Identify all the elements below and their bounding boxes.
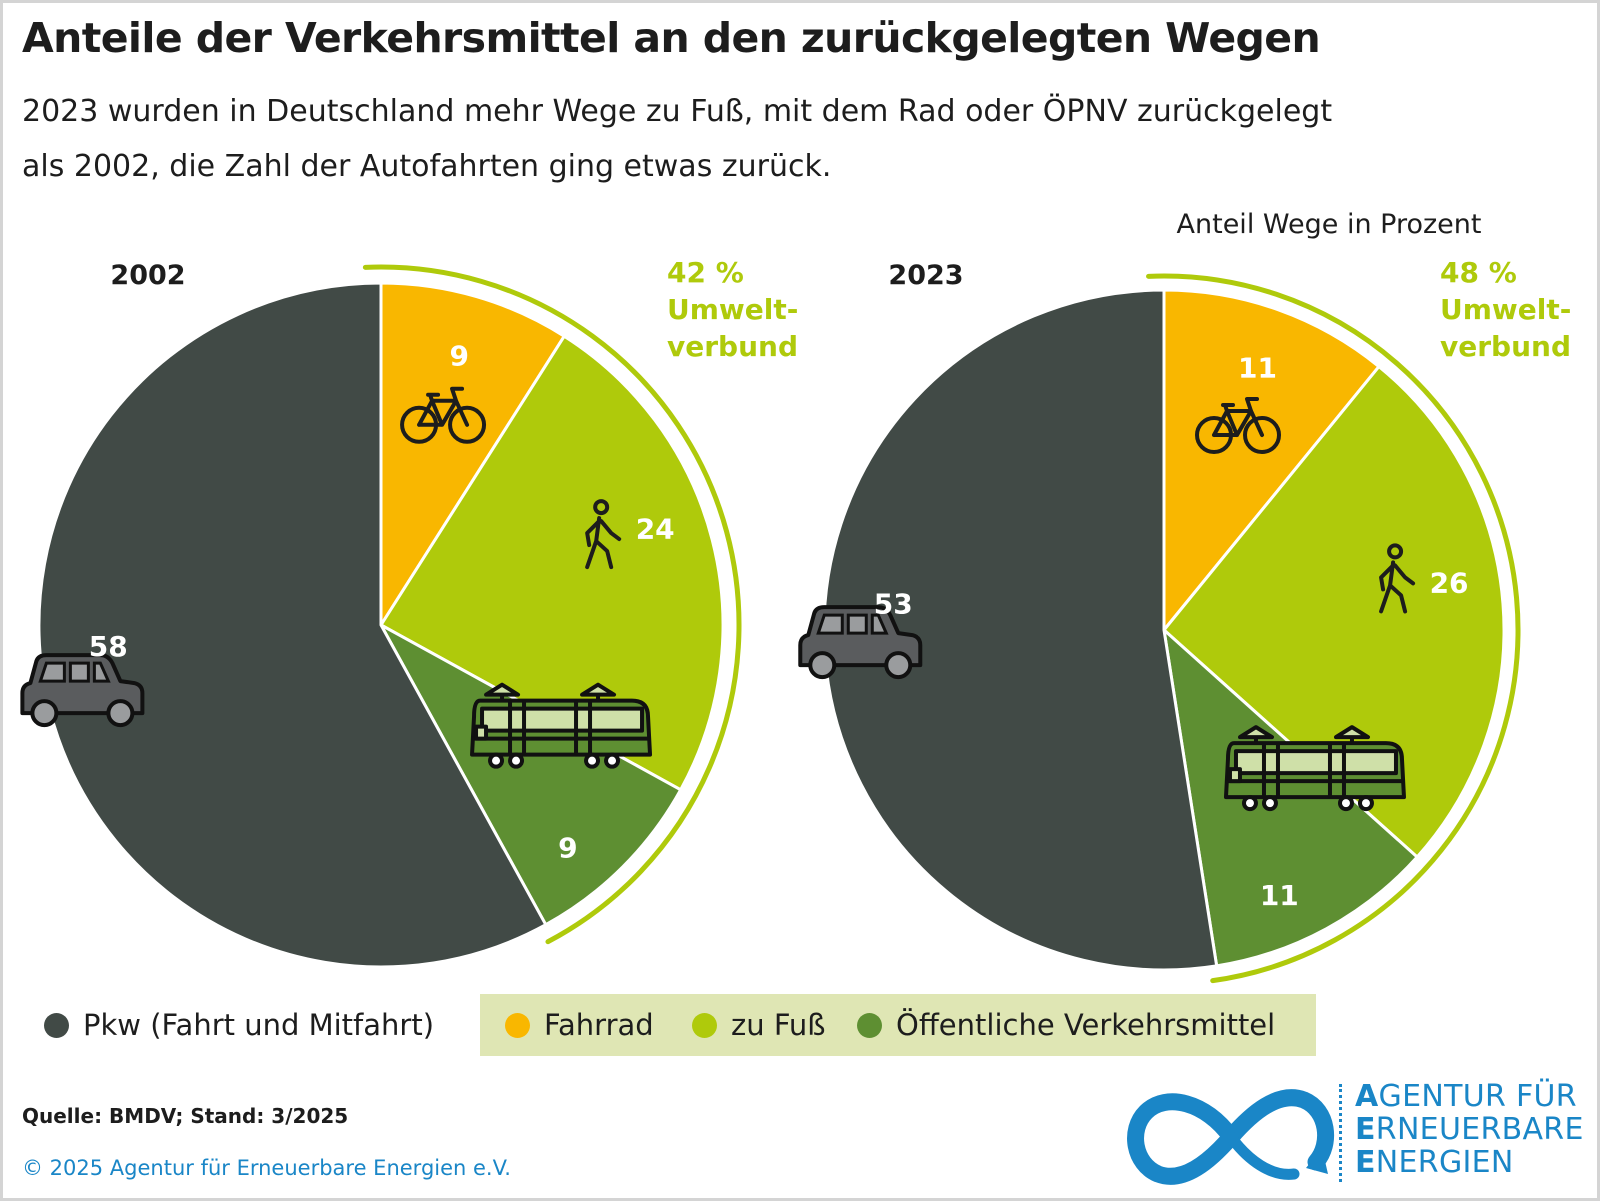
legend-item-pkw: Pkw (Fahrt und Mitfahrt) (44, 1003, 434, 1047)
legend-item-fahrrad: Fahrrad (505, 1003, 654, 1047)
legend-dot-pkw (44, 1012, 69, 1038)
pie-title: 2002 (110, 260, 185, 291)
umweltverbund-label: 48 % Umwelt-verbund (1440, 256, 1571, 363)
legend-label-pkw: Pkw (Fahrt und Mitfahrt) (83, 1008, 435, 1042)
source-note: Quelle: BMDV; Stand: 3/2025 (22, 1104, 349, 1128)
pie-value-oepnv: 11 (1260, 879, 1299, 912)
pie-value-oepnv: 9 (558, 832, 577, 865)
legend-dot-oepnv (857, 1012, 882, 1038)
umweltverbund-line-2: Umwelt- (667, 293, 798, 326)
pie-value-zu-fuss: 26 (1430, 567, 1469, 600)
bicycle-icon (1195, 397, 1282, 455)
tram-icon (1223, 725, 1406, 812)
pie-value-pkw: 53 (874, 588, 913, 621)
page-title: Anteile der Verkehrsmittel an den zurück… (22, 14, 1321, 62)
umweltverbund-line-3: verbund (667, 330, 798, 363)
car-icon (798, 605, 923, 680)
legend-label-fahrrad: Fahrrad (544, 1008, 654, 1042)
pie-slice-oepnv (379, 623, 683, 927)
logo-line-2: ERNEUERBARE (1355, 1112, 1584, 1147)
legend-umweltverbund-box (480, 994, 1316, 1056)
infinity-logo-icon (1127, 1089, 1335, 1185)
car-icon (20, 653, 145, 728)
pedestrian-icon (1379, 543, 1416, 614)
tram-icon (470, 682, 653, 769)
unit-note: Anteil Wege in Prozent (1177, 209, 1482, 240)
legend-label-oepnv: Öffentliche Verkehrsmittel (896, 1008, 1276, 1042)
umweltverbund-label: 42 % Umwelt-verbund (667, 256, 798, 363)
bicycle-icon (400, 386, 487, 444)
umweltverbund-line-1: 48 % (1440, 256, 1517, 289)
pie-slice-zu-fuss (1162, 365, 1506, 859)
pie-title: 2023 (888, 260, 963, 291)
subtitle-line-2: als 2002, die Zahl der Autofahrten ging … (22, 149, 832, 184)
pie-2023: 2023 48 % Umwelt-verbund 11 26 11 53 (798, 256, 1571, 984)
pie-slice-fahrrad (1162, 288, 1381, 632)
legend-label-zu-fuss: zu Fuß (731, 1008, 826, 1042)
umweltverbund-line-1: 42 % (667, 256, 744, 289)
pie-value-pkw: 58 (89, 630, 128, 663)
logo-line-3: ENERGIEN (1355, 1145, 1514, 1180)
page-subtitle: 2023 wurden in Deutschland mehr Wege zu … (22, 84, 1542, 194)
pie-slice-fahrrad (379, 281, 566, 627)
pie-slice-zu-fuss (379, 334, 725, 792)
umweltverbund-arc (1146, 273, 1521, 984)
umweltverbund-line-2: Umwelt- (1440, 293, 1571, 326)
pie-value-fahrrad: 11 (1238, 351, 1277, 384)
legend-item-zu-fuss: zu Fuß (692, 1003, 826, 1047)
pedestrian-icon (585, 499, 622, 570)
umweltverbund-arc (362, 264, 742, 945)
pie-value-fahrrad: 9 (449, 340, 468, 373)
legend-dot-fahrrad (505, 1012, 530, 1038)
logo-wordmark: AGENTUR FÜR ERNEUERBARE ENERGIEN (1355, 1080, 1584, 1179)
logo-divider (1339, 1084, 1342, 1182)
subtitle-line-1: 2023 wurden in Deutschland mehr Wege zu … (22, 94, 1333, 129)
pie-2002: 2002 42 % Umwelt-verbund 9 24 9 58 (20, 256, 798, 969)
umweltverbund-line-3: verbund (1440, 330, 1571, 363)
copyright-note: © 2025 Agentur für Erneuerbare Energien … (22, 1156, 511, 1180)
pie-value-zu-fuss: 24 (636, 512, 675, 545)
legend-item-oepnv: Öffentliche Verkehrsmittel (857, 1003, 1275, 1047)
legend-dot-zu-fuss (692, 1012, 717, 1038)
logo-line-1: AGENTUR FÜR (1355, 1079, 1577, 1114)
